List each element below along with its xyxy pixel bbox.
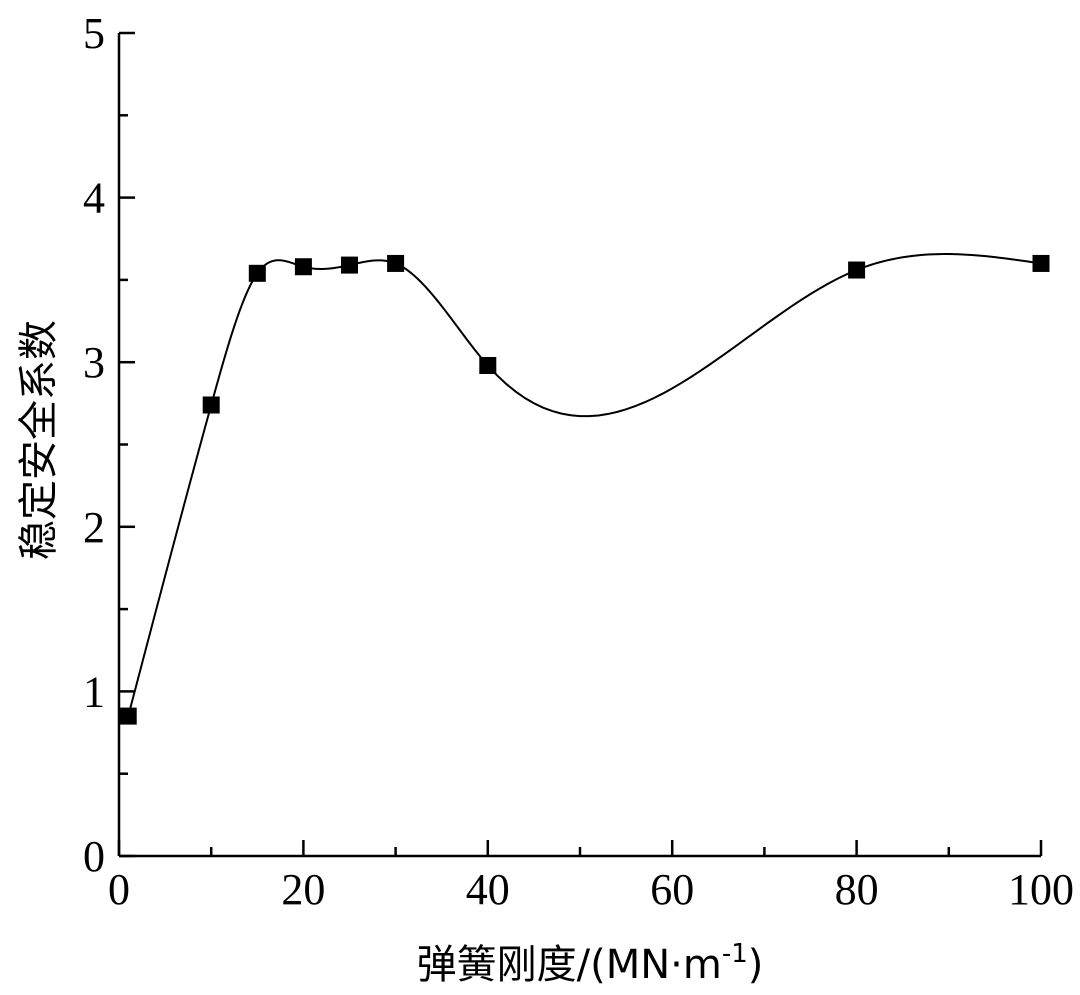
x-axis-title: 弹簧刚度/(MN·m-1) (417, 939, 764, 988)
data-point (479, 356, 497, 374)
data-point (848, 261, 866, 279)
y-tick-label: 1 (83, 667, 105, 716)
x-tick-label: 20 (281, 865, 325, 914)
series-markers (119, 254, 1050, 725)
y-tick-label: 3 (83, 338, 105, 387)
data-point (248, 264, 266, 282)
x-tick-label: 40 (466, 865, 510, 914)
data-point (1032, 254, 1050, 272)
data-point (341, 256, 358, 274)
data-point (119, 707, 137, 725)
x-axis-title-sup: -1 (722, 939, 748, 969)
series-curve (127, 253, 1042, 717)
data-point (387, 254, 405, 272)
axes (117, 33, 1041, 858)
tick-labels: 0 20 40 60 80 100 0 1 2 3 4 5 (83, 9, 1074, 914)
x-tick-label: 100 (1008, 865, 1074, 914)
y-tick-label: 2 (83, 503, 105, 552)
x-tick-label: 0 (108, 865, 130, 914)
y-tick-label: 5 (83, 9, 105, 58)
data-point (294, 258, 312, 276)
x-axis-title-main: 弹簧刚度/(MN·m (417, 942, 722, 988)
y-tick-label: 4 (83, 174, 105, 223)
x-axis-title-close: ) (748, 942, 764, 988)
x-tick-label: 80 (835, 865, 879, 914)
data-point (202, 396, 220, 414)
y-tick-label: 0 (83, 832, 105, 881)
y-axis-title: 稳定安全系数 (16, 320, 62, 560)
ticks (117, 31, 1043, 858)
x-tick-label: 60 (650, 865, 694, 914)
